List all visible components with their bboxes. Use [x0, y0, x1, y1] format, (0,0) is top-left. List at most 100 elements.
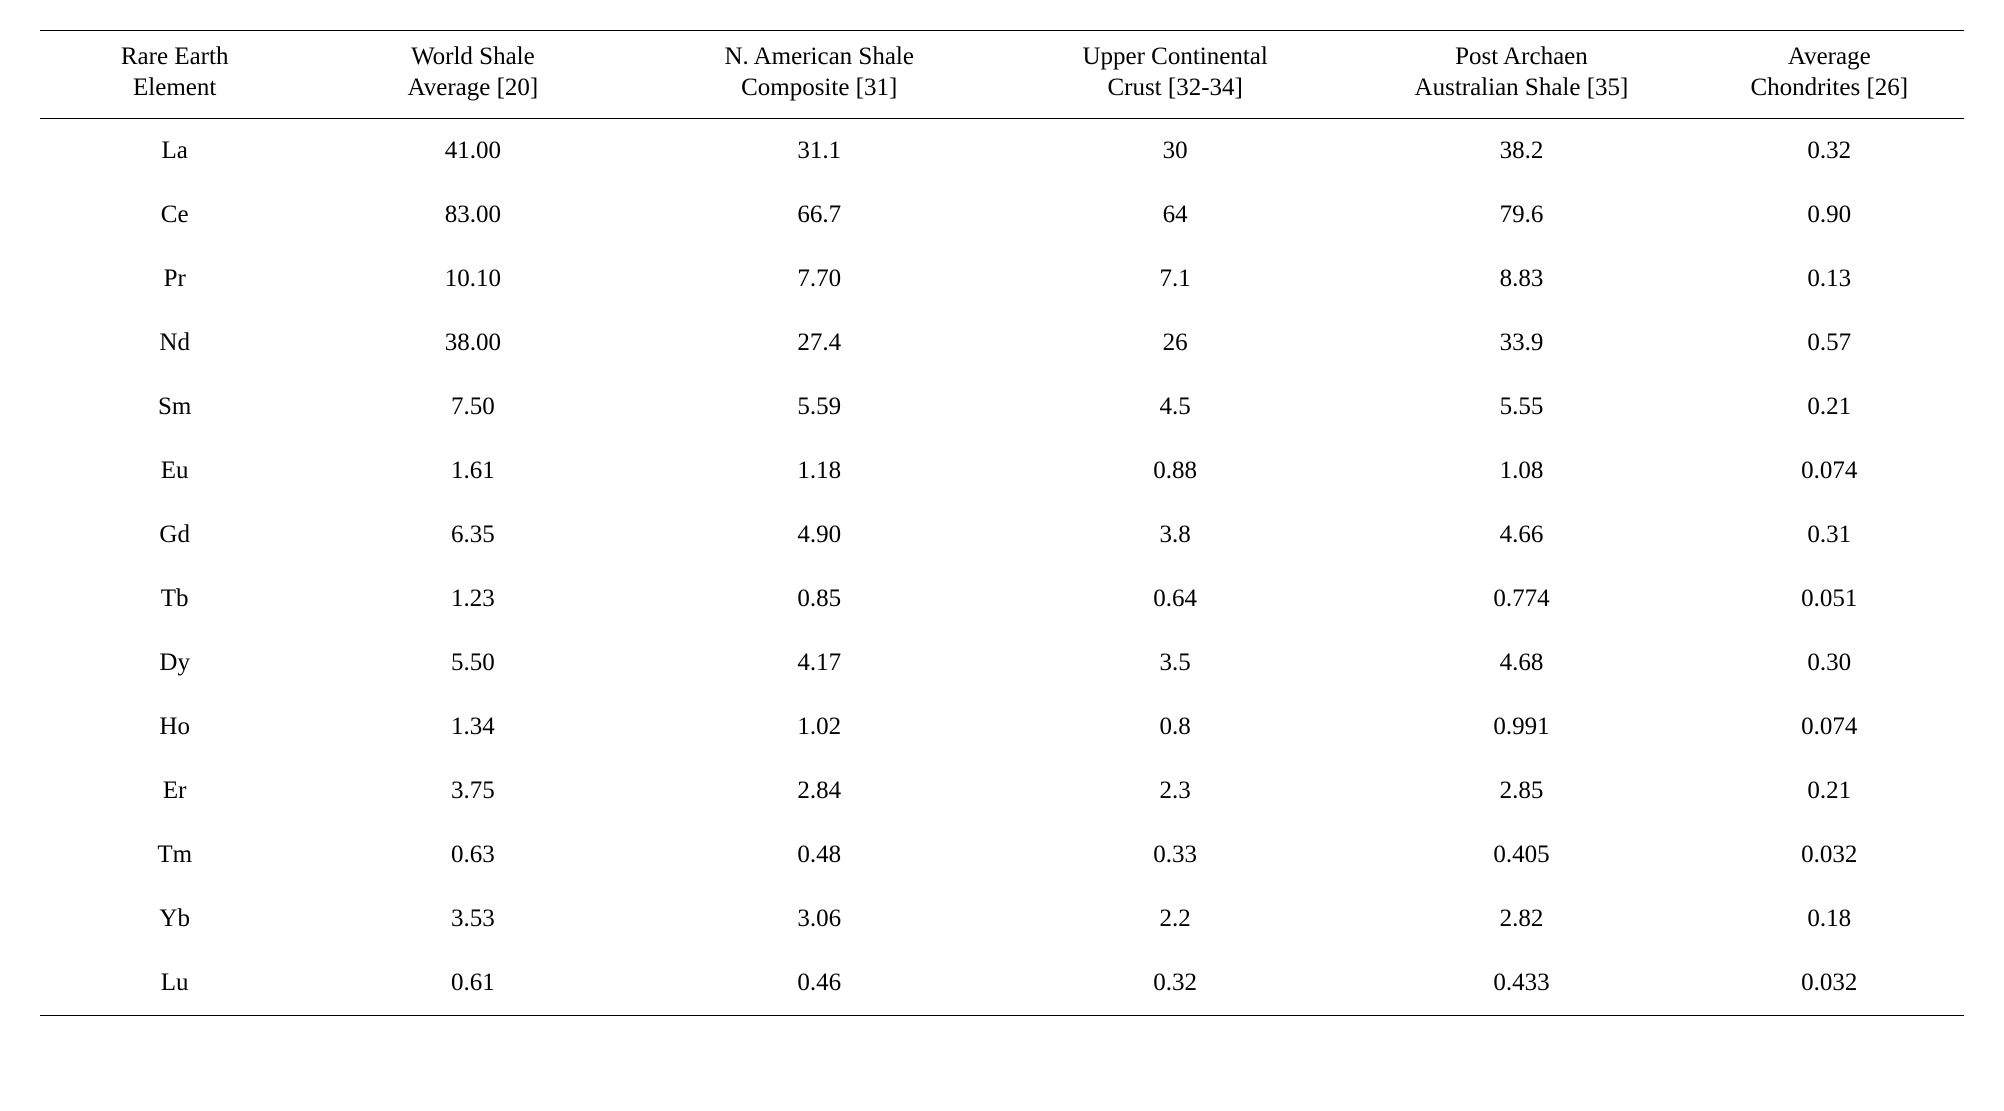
column-header-line1: Average [1788, 43, 1871, 70]
column-header-line1: N. American Shale [724, 43, 914, 70]
value-cell: 4.90 [636, 503, 1002, 567]
element-symbol-cell: Er [40, 759, 309, 823]
column-header-line1: Upper Continental [1082, 43, 1267, 70]
column-header-line2: Element [133, 74, 216, 101]
value-cell: 66.7 [636, 183, 1002, 247]
value-cell: 3.5 [1002, 631, 1348, 695]
value-cell: 4.66 [1348, 503, 1694, 567]
value-cell: 27.4 [636, 311, 1002, 375]
value-cell: 83.00 [309, 183, 636, 247]
value-cell: 1.23 [309, 567, 636, 631]
element-symbol-cell: Tm [40, 823, 309, 887]
table-row: Pr10.107.707.18.830.13 [40, 247, 1964, 311]
value-cell: 1.02 [636, 695, 1002, 759]
table-row: Ce83.0066.76479.60.90 [40, 183, 1964, 247]
value-cell: 1.08 [1348, 439, 1694, 503]
element-symbol-cell: Tb [40, 567, 309, 631]
value-cell: 0.074 [1695, 695, 1964, 759]
table-row: Gd6.354.903.84.660.31 [40, 503, 1964, 567]
value-cell: 7.50 [309, 375, 636, 439]
table-row: Dy5.504.173.54.680.30 [40, 631, 1964, 695]
value-cell: 0.13 [1695, 247, 1964, 311]
value-cell: 0.32 [1002, 951, 1348, 1016]
column-header-line2: Australian Shale [35] [1415, 74, 1629, 101]
value-cell: 0.85 [636, 567, 1002, 631]
value-cell: 0.18 [1695, 887, 1964, 951]
value-cell: 0.90 [1695, 183, 1964, 247]
element-symbol-cell: Sm [40, 375, 309, 439]
column-header-line1: Post Archaen [1455, 43, 1588, 70]
element-symbol-cell: Eu [40, 439, 309, 503]
table-row: Nd38.0027.42633.90.57 [40, 311, 1964, 375]
table-row: Lu0.610.460.320.4330.032 [40, 951, 1964, 1016]
element-symbol-cell: Dy [40, 631, 309, 695]
table-row: Ho1.341.020.80.9910.074 [40, 695, 1964, 759]
value-cell: 3.75 [309, 759, 636, 823]
column-header-line2: Crust [32-34] [1107, 74, 1242, 101]
value-cell: 0.774 [1348, 567, 1694, 631]
value-cell: 4.5 [1002, 375, 1348, 439]
element-symbol-cell: Pr [40, 247, 309, 311]
value-cell: 41.00 [309, 118, 636, 183]
value-cell: 79.6 [1348, 183, 1694, 247]
value-cell: 2.84 [636, 759, 1002, 823]
value-cell: 26 [1002, 311, 1348, 375]
value-cell: 1.34 [309, 695, 636, 759]
table-row: Tb1.230.850.640.7740.051 [40, 567, 1964, 631]
value-cell: 0.032 [1695, 823, 1964, 887]
table-row: Eu1.611.180.881.080.074 [40, 439, 1964, 503]
column-header-line2: Average [20] [408, 74, 539, 101]
value-cell: 31.1 [636, 118, 1002, 183]
value-cell: 0.074 [1695, 439, 1964, 503]
value-cell: 0.88 [1002, 439, 1348, 503]
value-cell: 38.00 [309, 311, 636, 375]
column-header: Post Archaen Australian Shale [35] [1348, 31, 1694, 119]
value-cell: 33.9 [1348, 311, 1694, 375]
value-cell: 38.2 [1348, 118, 1694, 183]
column-header-line1: World Shale [411, 43, 535, 70]
value-cell: 3.06 [636, 887, 1002, 951]
value-cell: 8.83 [1348, 247, 1694, 311]
element-symbol-cell: Lu [40, 951, 309, 1016]
value-cell: 0.33 [1002, 823, 1348, 887]
value-cell: 7.1 [1002, 247, 1348, 311]
element-symbol-cell: Yb [40, 887, 309, 951]
column-header-line2: Chondrites [26] [1750, 74, 1908, 101]
value-cell: 0.32 [1695, 118, 1964, 183]
value-cell: 5.50 [309, 631, 636, 695]
element-symbol-cell: La [40, 118, 309, 183]
value-cell: 0.64 [1002, 567, 1348, 631]
table-body: La41.0031.13038.20.32Ce83.0066.76479.60.… [40, 118, 1964, 1015]
value-cell: 4.17 [636, 631, 1002, 695]
value-cell: 0.405 [1348, 823, 1694, 887]
value-cell: 1.18 [636, 439, 1002, 503]
value-cell: 0.46 [636, 951, 1002, 1016]
table-header: Rare EarthElement World Shale Average [20]… [40, 31, 1964, 119]
element-symbol-cell: Gd [40, 503, 309, 567]
value-cell: 0.21 [1695, 759, 1964, 823]
value-cell: 0.032 [1695, 951, 1964, 1016]
element-symbol-cell: Nd [40, 311, 309, 375]
value-cell: 0.21 [1695, 375, 1964, 439]
value-cell: 7.70 [636, 247, 1002, 311]
element-symbol-cell: Ce [40, 183, 309, 247]
column-header: World Shale Average [20] [309, 31, 636, 119]
value-cell: 2.3 [1002, 759, 1348, 823]
value-cell: 0.051 [1695, 567, 1964, 631]
value-cell: 2.2 [1002, 887, 1348, 951]
value-cell: 3.8 [1002, 503, 1348, 567]
value-cell: 6.35 [309, 503, 636, 567]
value-cell: 0.31 [1695, 503, 1964, 567]
value-cell: 0.63 [309, 823, 636, 887]
column-header: Rare EarthElement [40, 31, 309, 119]
table-row: La41.0031.13038.20.32 [40, 118, 1964, 183]
value-cell: 4.68 [1348, 631, 1694, 695]
ree-reference-table: Rare EarthElement World Shale Average [20]… [40, 30, 1964, 1016]
value-cell: 0.433 [1348, 951, 1694, 1016]
value-cell: 10.10 [309, 247, 636, 311]
table-header-row: Rare EarthElement World Shale Average [20]… [40, 31, 1964, 119]
value-cell: 0.8 [1002, 695, 1348, 759]
table-row: Yb3.533.062.22.820.18 [40, 887, 1964, 951]
element-symbol-cell: Ho [40, 695, 309, 759]
value-cell: 0.57 [1695, 311, 1964, 375]
